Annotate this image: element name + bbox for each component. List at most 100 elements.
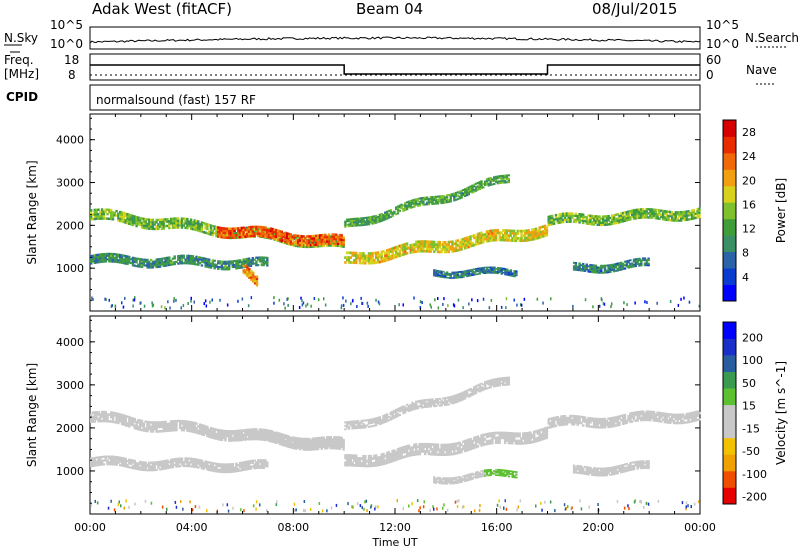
data-cell — [311, 243, 314, 247]
data-cell — [451, 247, 454, 251]
noise-cell — [402, 303, 404, 307]
data-cell — [407, 202, 411, 205]
data-cell — [338, 233, 342, 237]
data-cell — [594, 271, 598, 274]
data-cell — [347, 427, 351, 430]
data-cell — [151, 465, 155, 468]
data-cell — [422, 247, 425, 251]
data-cell — [502, 267, 505, 270]
data-cell — [206, 462, 209, 465]
data-cell — [504, 273, 507, 276]
data-cell — [97, 255, 100, 258]
data-cell — [226, 266, 229, 269]
data-cell — [486, 266, 489, 269]
data-cell — [333, 440, 336, 443]
data-cell — [572, 265, 576, 268]
data-cell — [413, 205, 416, 208]
data-cell — [244, 464, 247, 467]
data-cell — [113, 457, 116, 460]
data-cell — [520, 439, 523, 443]
noise-cell — [219, 298, 221, 302]
data-cell — [480, 269, 483, 272]
data-cell — [661, 213, 665, 217]
data-cell — [129, 216, 133, 219]
data-cell — [151, 221, 155, 224]
data-cell — [387, 456, 391, 459]
data-cell — [473, 236, 476, 240]
data-cell — [469, 274, 472, 277]
data-cell — [574, 263, 578, 266]
data-cell — [631, 209, 634, 212]
data-cell — [578, 267, 581, 270]
data-cell — [179, 219, 182, 222]
data-cell — [97, 411, 100, 414]
data-cell — [460, 194, 463, 197]
data-cell — [603, 266, 607, 269]
data-cell — [119, 413, 122, 416]
data-cell — [117, 259, 120, 262]
data-cell — [300, 235, 303, 238]
data-cell — [255, 463, 258, 466]
data-cell — [353, 459, 356, 462]
data-cell — [128, 416, 131, 419]
data-cell — [451, 277, 454, 279]
data-cell — [694, 216, 697, 220]
data-cell — [436, 248, 440, 251]
data-cell — [594, 221, 598, 224]
data-cell — [188, 254, 191, 257]
data-cell — [231, 265, 234, 269]
data-cell — [509, 269, 513, 271]
data-cell — [110, 260, 113, 263]
data-cell — [431, 202, 434, 205]
data-cell — [211, 467, 214, 470]
data-cell — [188, 224, 191, 228]
data-cell — [302, 239, 305, 243]
data-cell — [331, 438, 334, 441]
data-cell — [366, 259, 369, 263]
noise-cell — [133, 298, 136, 302]
noise-cell — [298, 306, 301, 309]
data-cell — [173, 255, 176, 258]
data-cell — [137, 265, 140, 268]
data-cell — [233, 432, 236, 435]
data-cell — [177, 465, 180, 468]
data-cell — [206, 466, 209, 469]
data-cell — [641, 208, 645, 211]
data-cell — [494, 233, 498, 237]
data-cell — [434, 271, 438, 273]
data-cell — [574, 212, 578, 215]
data-cell — [458, 451, 461, 454]
data-cell — [685, 214, 688, 217]
data-cell — [95, 208, 98, 212]
data-cell — [602, 264, 605, 267]
data-cell — [204, 259, 207, 262]
data-cell — [496, 438, 500, 442]
data-cell — [493, 431, 496, 435]
data-cell — [184, 422, 187, 425]
data-cell — [175, 224, 178, 227]
data-cell — [674, 213, 677, 216]
data-cell — [385, 210, 389, 213]
data-cell — [206, 265, 209, 268]
data-cell — [413, 198, 416, 201]
data-cell — [621, 262, 625, 265]
data-cell — [93, 417, 96, 421]
data-cell — [240, 461, 244, 464]
data-cell — [598, 270, 601, 272]
data-cell — [672, 215, 676, 218]
data-cell — [242, 461, 245, 464]
data-cell — [111, 254, 115, 257]
data-cell — [189, 457, 193, 460]
data-cell — [326, 244, 329, 247]
data-cell — [451, 245, 454, 248]
data-cell — [166, 256, 169, 259]
data-cell — [451, 445, 454, 449]
data-cell — [244, 235, 247, 238]
data-cell — [133, 259, 136, 262]
data-cell — [291, 445, 294, 448]
data-cell — [340, 240, 343, 244]
data-cell — [228, 262, 231, 265]
data-cell — [244, 437, 247, 441]
data-cell — [311, 234, 314, 238]
data-cell — [235, 462, 238, 465]
